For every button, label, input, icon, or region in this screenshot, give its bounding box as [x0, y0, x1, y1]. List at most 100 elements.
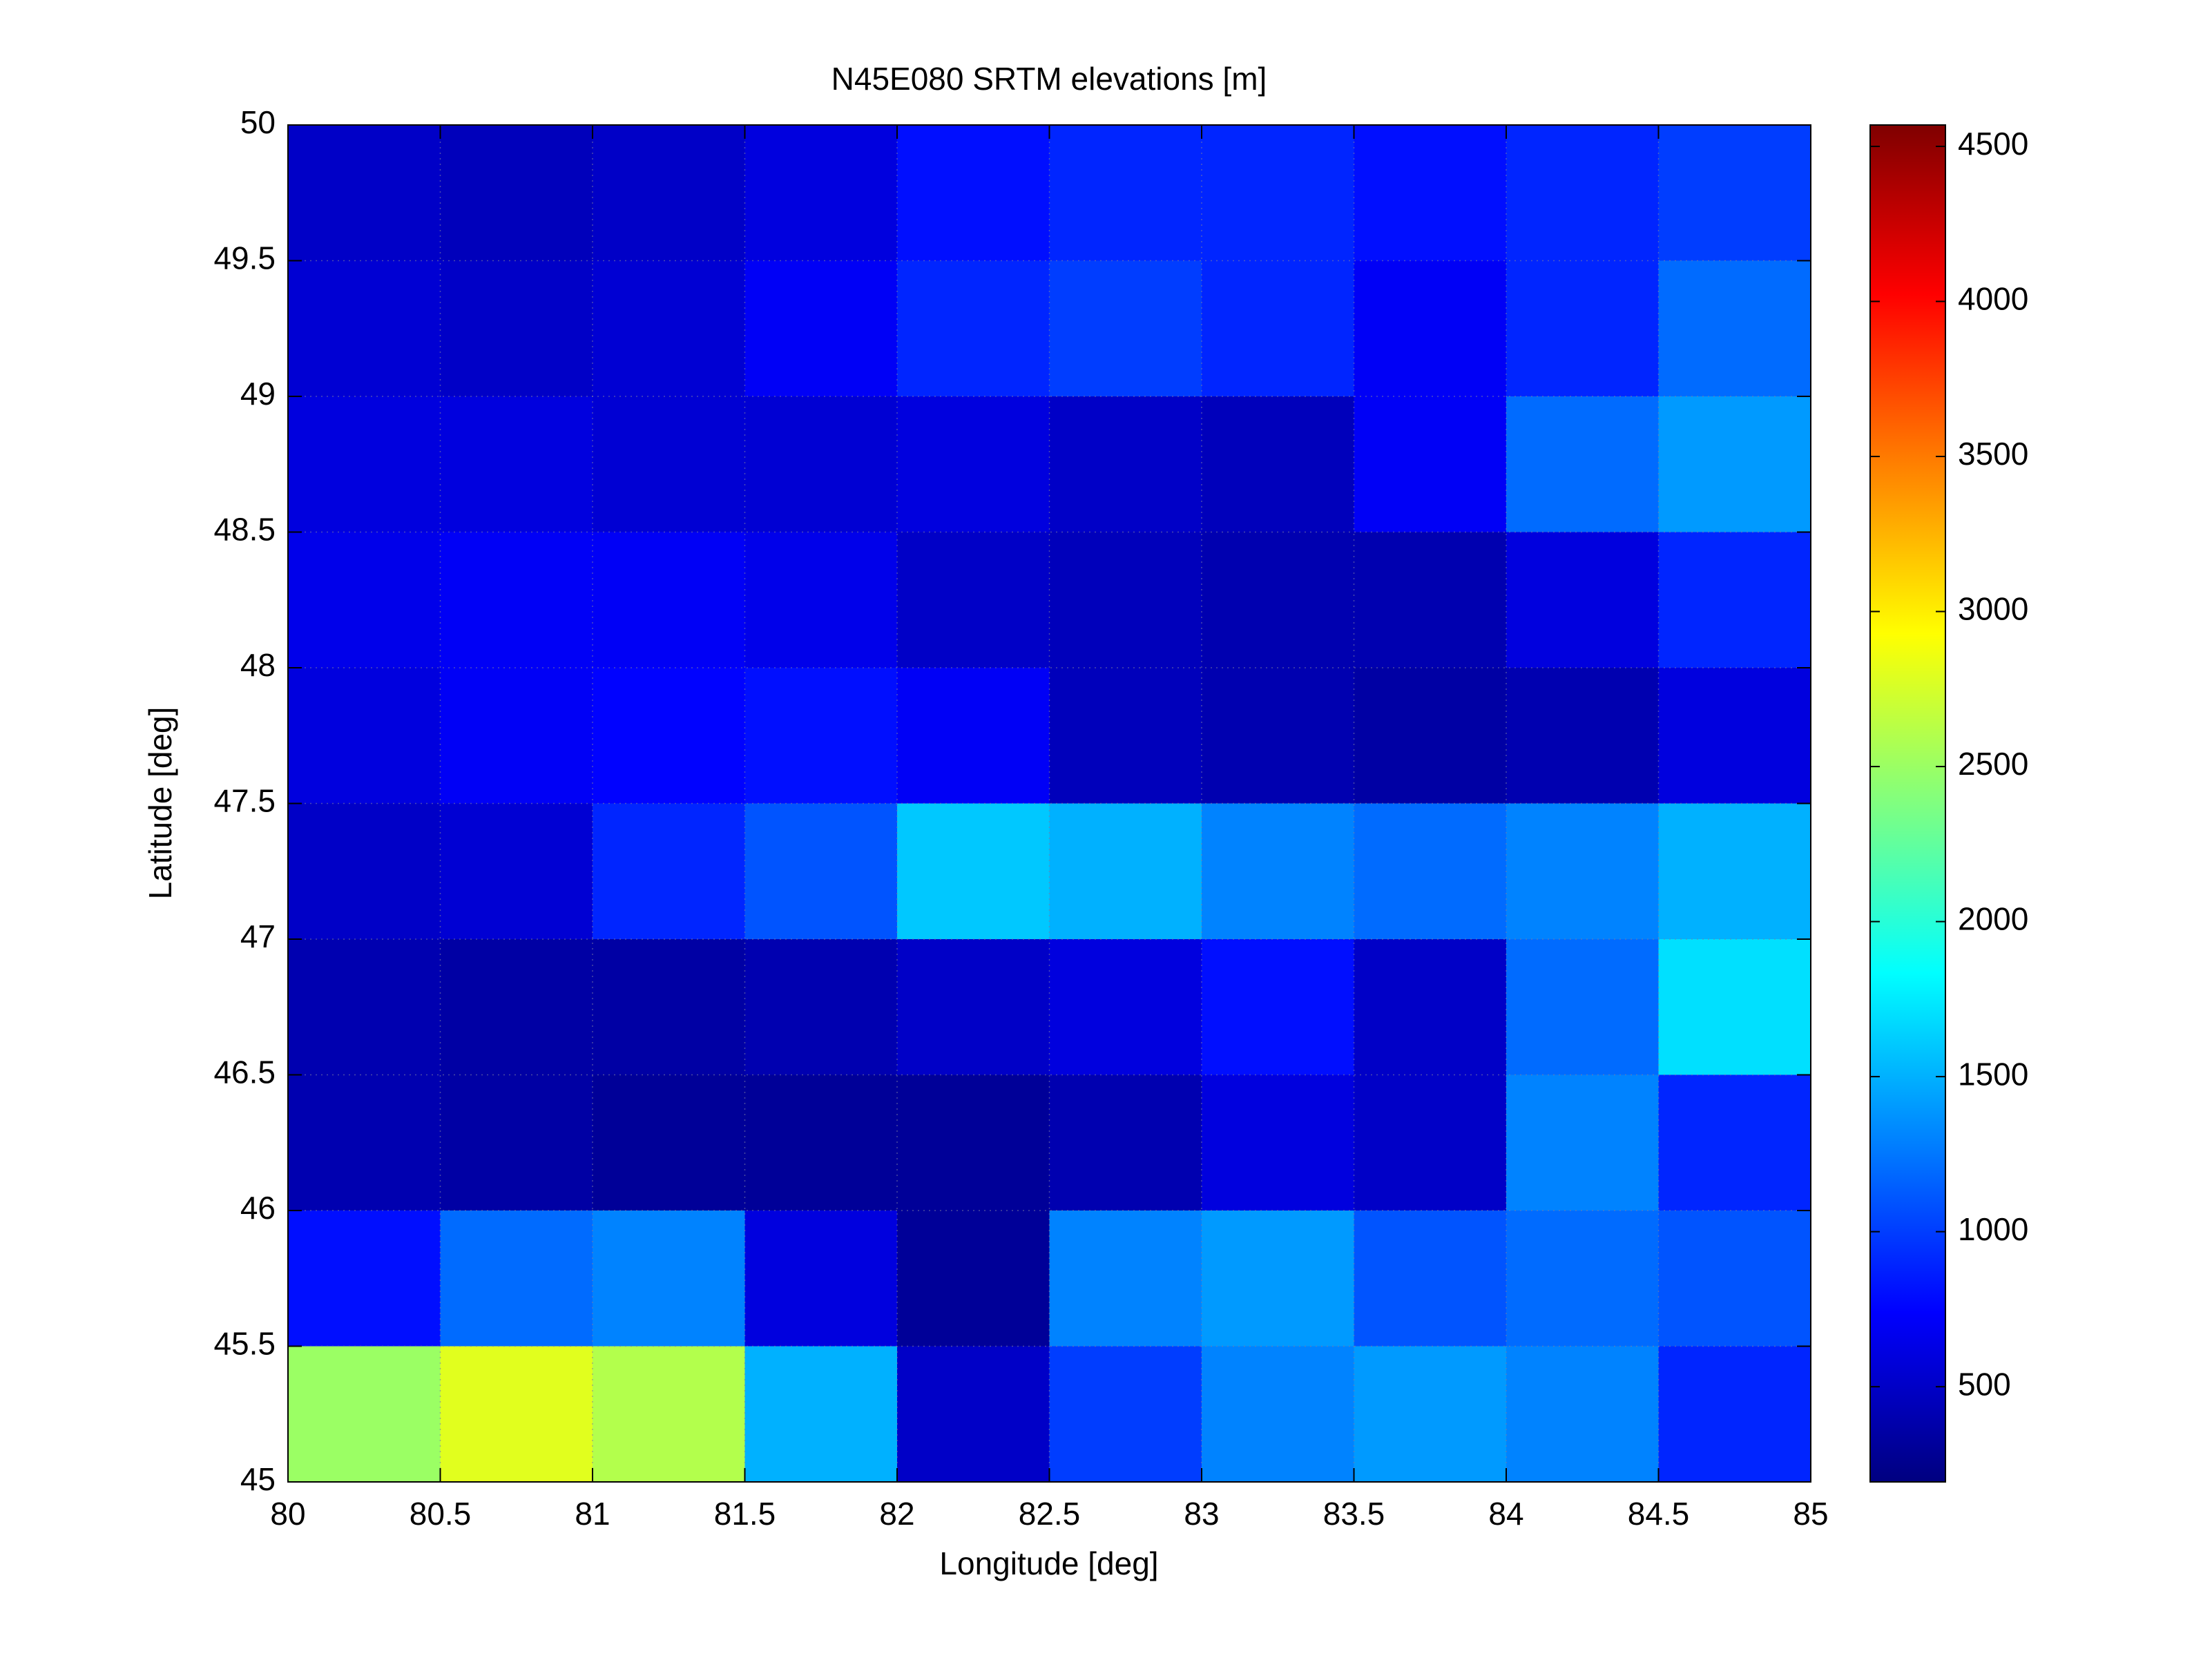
- heatmap-cell: [1354, 396, 1507, 532]
- x-tick-label: 84.5: [1628, 1496, 1690, 1532]
- colorbar-tick-label: 1500: [1958, 1056, 2028, 1092]
- y-tick-label: 49.5: [213, 240, 276, 276]
- y-tick-label: 46.5: [213, 1054, 276, 1090]
- heatmap-cell: [1202, 1074, 1354, 1211]
- y-tick-label: 46: [240, 1190, 276, 1226]
- heatmap-cell: [1354, 939, 1507, 1075]
- x-tick-label: 83.5: [1323, 1496, 1385, 1532]
- heatmap-cell: [744, 803, 898, 940]
- heatmap-cell: [744, 532, 898, 668]
- y-axis-label: Latitude [deg]: [142, 707, 178, 900]
- heatmap-cell: [593, 532, 745, 668]
- heatmap-cell: [1202, 939, 1354, 1075]
- heatmap-cell: [288, 668, 441, 804]
- heatmap-cell: [744, 125, 898, 261]
- heatmap-cell: [1049, 939, 1202, 1075]
- heatmap-cell: [288, 1074, 441, 1211]
- heatmap-cell: [440, 1211, 593, 1347]
- heatmap-cell: [1506, 396, 1659, 532]
- heatmap-cell: [1049, 396, 1202, 532]
- heatmap-cell: [288, 803, 441, 940]
- x-tick-label: 81: [575, 1496, 610, 1532]
- chart-title: N45E080 SRTM elevations [m]: [831, 61, 1267, 97]
- heatmap-cell: [593, 1074, 745, 1211]
- heatmap-cell: [744, 1211, 898, 1347]
- colorbar-tick-label: 2000: [1958, 901, 2028, 937]
- heatmap-cell: [744, 939, 898, 1075]
- x-tick-label: 83: [1184, 1496, 1219, 1532]
- heatmap-cell: [593, 668, 745, 804]
- heatmap-cell: [1506, 803, 1659, 940]
- y-tick-label: 47.5: [213, 783, 276, 819]
- heatmap-cell: [593, 939, 745, 1075]
- heatmap-cell: [1354, 260, 1507, 397]
- heatmap-cell: [1354, 1346, 1507, 1483]
- heatmap-cell: [1354, 125, 1507, 261]
- heatmap-cell: [1202, 532, 1354, 668]
- x-axis-label: Longitude [deg]: [939, 1545, 1158, 1581]
- y-tick-label: 49: [240, 376, 276, 412]
- heatmap-cell: [744, 396, 898, 532]
- heatmap-cell: [1049, 1211, 1202, 1347]
- heatmap-cell: [1506, 1346, 1659, 1483]
- heatmap-cell: [897, 668, 1050, 804]
- heatmap-cell: [1506, 1074, 1659, 1211]
- heatmap-cell: [1049, 532, 1202, 668]
- heatmap-cell: [1658, 125, 1811, 261]
- x-tick-label: 80: [270, 1496, 305, 1532]
- y-tick-label: 45.5: [213, 1326, 276, 1362]
- heatmap-cell: [1658, 532, 1811, 668]
- heatmap-cell: [1506, 1211, 1659, 1347]
- heatmap-cell: [593, 396, 745, 532]
- heatmap-cell: [1202, 803, 1354, 940]
- colorbar-tick-label: 4000: [1958, 281, 2028, 317]
- heatmap-cell: [440, 260, 593, 397]
- heatmap-cell: [288, 260, 441, 397]
- heatmap-cell: [1049, 668, 1202, 804]
- x-tick-label: 80.5: [410, 1496, 472, 1532]
- x-tick-label: 85: [1793, 1496, 1828, 1532]
- y-tick-label: 47: [240, 918, 276, 954]
- heatmap-cell: [440, 125, 593, 261]
- heatmap-cell: [897, 125, 1050, 261]
- heatmap-cell: [288, 532, 441, 668]
- heatmap-cell: [744, 1074, 898, 1211]
- heatmap-cell: [440, 803, 593, 940]
- colorbar-tick-label: 3500: [1958, 436, 2028, 472]
- heatmap-cell: [288, 1211, 441, 1347]
- y-tick-label: 48.5: [213, 512, 276, 548]
- x-tick-label: 81.5: [714, 1496, 776, 1532]
- heatmap-cell: [897, 1211, 1050, 1347]
- y-tick-label: 45: [240, 1461, 276, 1497]
- heatmap-cell: [288, 125, 441, 261]
- heatmap-cell: [897, 803, 1050, 940]
- plot-frame: [287, 124, 1811, 1483]
- heatmap-cell: [1202, 260, 1354, 397]
- heatmap-cell: [1658, 396, 1811, 532]
- heatmap-cell: [1354, 1211, 1507, 1347]
- heatmap-cell: [593, 1346, 745, 1483]
- heatmap-cell: [440, 668, 593, 804]
- heatmap-cell: [440, 532, 593, 668]
- heatmap-cell: [897, 260, 1050, 397]
- heatmap-cell: [1658, 1211, 1811, 1347]
- heatmap-cell: [1658, 803, 1811, 940]
- heatmap-cell: [1354, 532, 1507, 668]
- heatmap-cell: [897, 1074, 1050, 1211]
- heatmap-cell: [1049, 1346, 1202, 1483]
- heatmap-cell: [1354, 803, 1507, 940]
- heatmap-cell: [1658, 1346, 1811, 1483]
- heatmap-cell: [1658, 260, 1811, 397]
- colorbar: [1869, 124, 1946, 1483]
- heatmap-cell: [1658, 1074, 1811, 1211]
- heatmap-cell: [593, 125, 745, 261]
- heatmap-cell: [288, 396, 441, 532]
- heatmap-cell: [288, 939, 441, 1075]
- x-tick-label: 82.5: [1019, 1496, 1081, 1532]
- heatmap-cell: [1049, 1074, 1202, 1211]
- heatmap-cell: [1049, 125, 1202, 261]
- y-tick-label: 48: [240, 647, 276, 683]
- heatmap-cell: [593, 803, 745, 940]
- heatmap-cell: [744, 260, 898, 397]
